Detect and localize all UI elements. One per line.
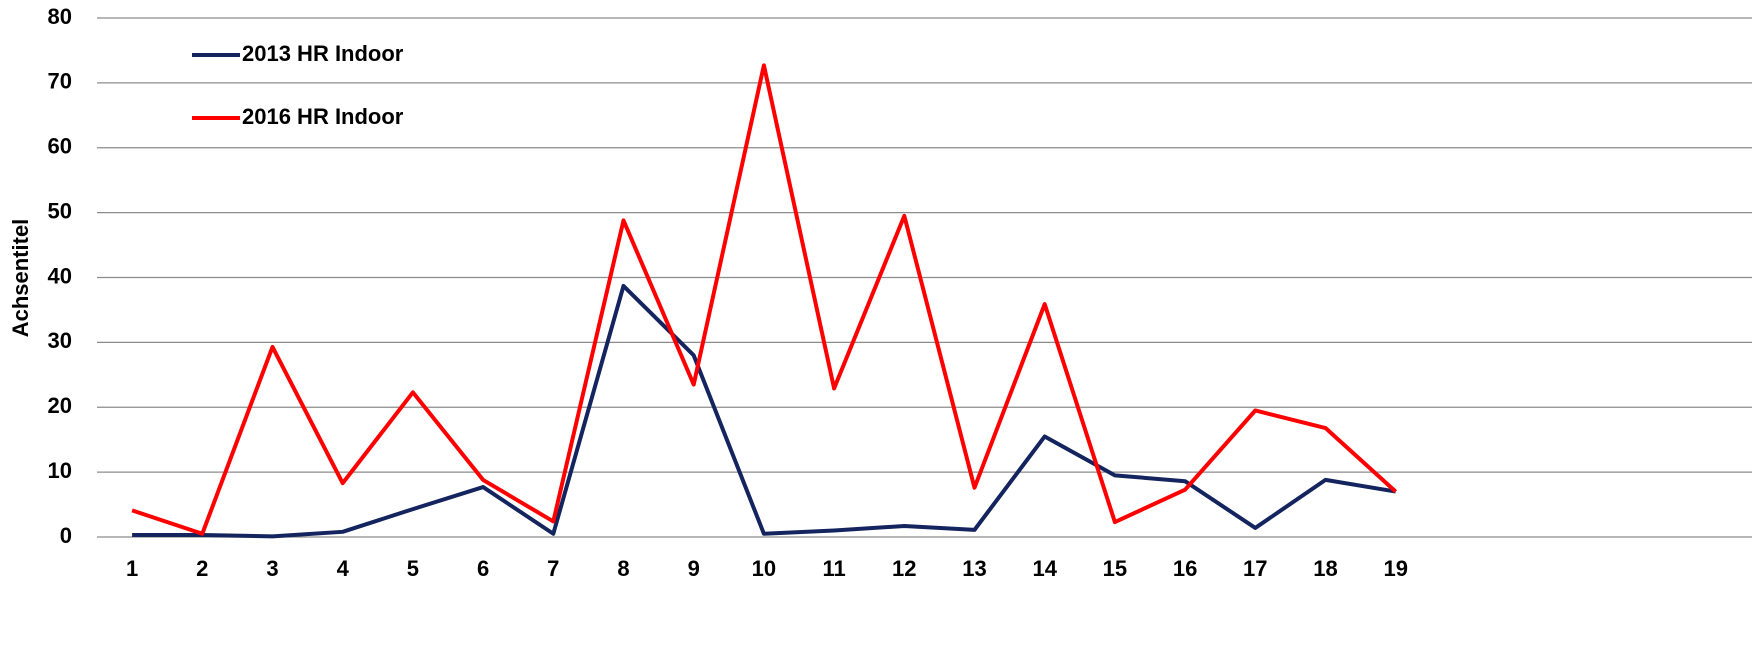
- y-tick-label: 40: [48, 263, 72, 288]
- x-tick-label: 5: [407, 556, 419, 581]
- x-tick-label: 15: [1103, 556, 1127, 581]
- data-line: [132, 283, 1397, 539]
- x-tick-label: 17: [1243, 556, 1267, 581]
- y-tick-label: 10: [48, 458, 72, 483]
- y-tick-label: 80: [48, 4, 72, 29]
- y-tick-label: 70: [48, 69, 72, 94]
- y-tick-label: 30: [48, 328, 72, 353]
- data-line: [131, 63, 1398, 536]
- x-tick-label: 18: [1313, 556, 1337, 581]
- x-tick-label: 12: [892, 556, 916, 581]
- y-tick-label: 0: [60, 523, 72, 548]
- y-tick-label: 50: [48, 198, 72, 223]
- x-tick-label: 10: [752, 556, 776, 581]
- legend-label: 2016 HR Indoor: [242, 104, 404, 129]
- y-tick-label: 60: [48, 134, 72, 159]
- x-tick-label: 7: [547, 556, 559, 581]
- x-tick-label: 1: [126, 556, 138, 581]
- x-tick-label: 3: [266, 556, 278, 581]
- x-tick-label: 2: [196, 556, 208, 581]
- x-tick-label: 11: [822, 556, 845, 581]
- x-tick-label: 9: [688, 556, 700, 581]
- x-tick-label: 14: [1032, 556, 1057, 581]
- x-tick-label: 16: [1173, 556, 1197, 581]
- x-tick-label: 4: [337, 556, 350, 581]
- x-tick-label: 13: [962, 556, 986, 581]
- x-tick-label: 6: [477, 556, 489, 581]
- y-axis-title: Achsentitel: [8, 219, 33, 338]
- x-tick-label: 8: [617, 556, 629, 581]
- y-tick-label: 20: [48, 393, 72, 418]
- legend-label: 2013 HR Indoor: [242, 41, 404, 66]
- x-tick-label: 19: [1383, 556, 1407, 581]
